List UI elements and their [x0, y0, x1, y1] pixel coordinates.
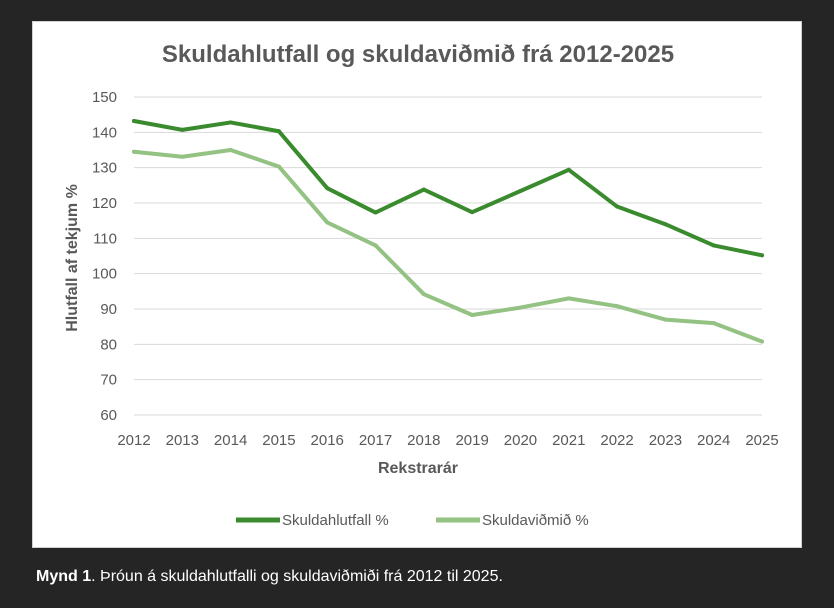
- data-point-0-2012: [132, 119, 136, 124]
- figure-caption: Mynd 1. Þróun á skuldahlutfalli og skuld…: [36, 568, 503, 586]
- data-point-1-2012: [132, 149, 136, 154]
- data-point-1-2022: [615, 304, 620, 309]
- y-tick-label: 60: [100, 407, 117, 424]
- y-tick-label: 140: [92, 124, 117, 141]
- data-point-0-2014: [228, 120, 233, 125]
- caption-label: Mynd 1: [36, 568, 92, 585]
- data-point-0-2020: [518, 188, 523, 193]
- x-tick-label: 2025: [745, 432, 778, 449]
- x-tick-label: 2021: [552, 432, 585, 449]
- data-point-0-2019: [470, 210, 475, 215]
- data-point-0-2017: [373, 210, 378, 215]
- x-tick-label: 2016: [311, 432, 344, 449]
- x-tick-label: 2024: [697, 432, 730, 449]
- data-point-0-2015: [276, 129, 281, 134]
- data-point-1-2024: [711, 321, 716, 326]
- data-point-0-2021: [566, 167, 571, 172]
- x-tick-label: 2020: [504, 432, 537, 449]
- y-tick-label: 100: [92, 266, 117, 283]
- data-point-0-2025: [760, 253, 764, 258]
- data-point-1-2020: [518, 305, 523, 310]
- y-tick-label: 70: [100, 372, 117, 389]
- y-tick-label: 80: [100, 336, 117, 353]
- x-tick-label: 2023: [649, 432, 682, 449]
- chart-title: Skuldahlutfall og skuldaviðmið frá 2012-…: [162, 41, 674, 68]
- legend-label-skuldavidmid: Skuldaviðmið %: [482, 512, 589, 529]
- data-point-1-2023: [663, 317, 668, 322]
- chart-frame: Skuldahlutfall og skuldaviðmið frá 2012-…: [32, 21, 802, 548]
- x-tick-label: 2014: [214, 432, 247, 449]
- data-point-0-2013: [180, 127, 185, 132]
- data-point-0-2023: [663, 222, 668, 227]
- y-tick-label: 120: [92, 195, 117, 212]
- data-point-0-2016: [325, 186, 330, 191]
- data-point-1-2018: [421, 292, 426, 297]
- data-point-1-2014: [228, 148, 233, 152]
- x-tick-label: 2015: [262, 432, 295, 449]
- data-point-0-2024: [711, 243, 716, 248]
- data-point-0-2022: [615, 204, 620, 209]
- x-tick-label: 2013: [166, 432, 199, 449]
- data-point-1-2025: [760, 339, 764, 344]
- legend: Skuldahlutfall % Skuldaviðmið %: [236, 512, 589, 529]
- data-point-1-2016: [325, 220, 330, 225]
- data-point-0-2018: [421, 187, 426, 192]
- series-line-0: [132, 119, 764, 258]
- x-tick-label: 2012: [117, 432, 150, 449]
- x-axis-label: Rekstrarár: [378, 460, 458, 477]
- line-chart: Skuldahlutfall og skuldaviðmið frá 2012-…: [64, 41, 779, 529]
- data-point-1-2015: [276, 164, 281, 169]
- x-tick-label: 2019: [455, 432, 488, 449]
- caption-text: . Þróun á skuldahlutfalli og skuldaviðmi…: [91, 568, 503, 585]
- x-tick-label: 2017: [359, 432, 392, 449]
- x-tick-label: 2022: [600, 432, 633, 449]
- y-tick-label: 150: [92, 89, 117, 106]
- legend-label-skuldahlutfall: Skuldahlutfall %: [282, 512, 389, 529]
- y-axis-label: Hlutfall af tekjum %: [64, 184, 81, 332]
- x-tick-label: 2018: [407, 432, 440, 449]
- data-point-1-2019: [470, 313, 475, 318]
- y-tick-label: 110: [93, 230, 117, 247]
- y-tick-label: 130: [92, 160, 117, 177]
- data-point-1-2021: [566, 296, 571, 301]
- data-point-1-2013: [180, 154, 185, 159]
- y-tick-label: 90: [100, 301, 117, 318]
- data-point-1-2017: [373, 243, 378, 248]
- series-line-1: [132, 148, 764, 344]
